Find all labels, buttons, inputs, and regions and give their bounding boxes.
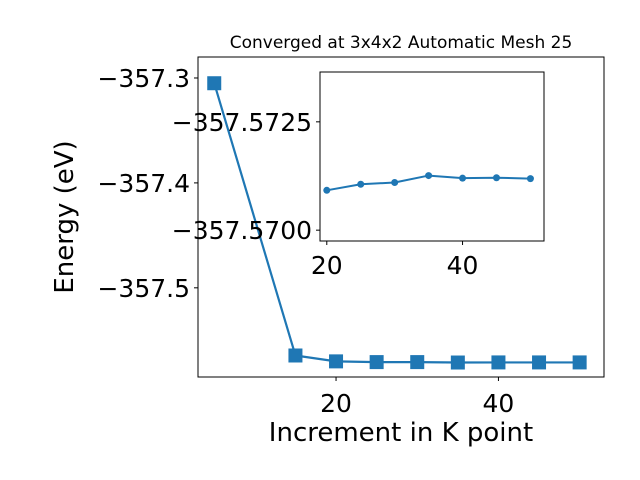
data-point	[532, 355, 547, 370]
y-tick-label: −357.5	[97, 274, 190, 303]
data-point	[572, 355, 587, 370]
data-point	[391, 179, 399, 186]
main-y-axis: −357.3 −357.4 −357.5	[97, 64, 198, 303]
data-point	[369, 355, 384, 370]
main-plot: −357.3−357.4−357.5 20 40 Converged at 3x4…	[50, 33, 605, 448]
y-tick-label: −357.5700	[172, 216, 312, 245]
y-tick-label: −357.5725	[172, 108, 312, 137]
x-tick-label: 40	[447, 251, 479, 280]
inset-plot: −357.5725−357.5700 20 40	[172, 71, 545, 280]
y-tick-label: −357.4	[97, 169, 190, 198]
data-point	[491, 355, 506, 370]
data-point	[288, 348, 303, 363]
x-tick-label: 40	[483, 389, 515, 418]
data-point	[329, 354, 344, 369]
data-point	[450, 355, 465, 370]
inset-x-axis: 20 40	[311, 241, 479, 280]
inset-y-axis: −357.5725 −357.5700	[172, 108, 320, 245]
y-tick-label: −357.3	[97, 64, 190, 93]
data-point	[207, 76, 222, 91]
data-point	[425, 172, 433, 180]
data-point	[323, 186, 331, 194]
data-point	[459, 174, 467, 182]
x-tick-label: 20	[311, 251, 343, 280]
data-point	[410, 355, 425, 370]
x-tick-label: 20	[320, 389, 352, 418]
inset-plot-frame	[319, 71, 545, 242]
inset-series	[323, 172, 534, 194]
x-axis-label: Increment in K point	[269, 418, 533, 448]
main-x-axis: 20 40	[320, 377, 514, 418]
main-plot-frame	[197, 56, 605, 378]
data-point	[357, 180, 365, 188]
y-axis-label: Energy (eV)	[50, 140, 80, 293]
chart-title: Converged at 3x4x2 Automatic Mesh 25	[230, 33, 573, 53]
main-series	[207, 76, 587, 370]
data-point	[492, 174, 500, 182]
data-point	[526, 175, 534, 183]
